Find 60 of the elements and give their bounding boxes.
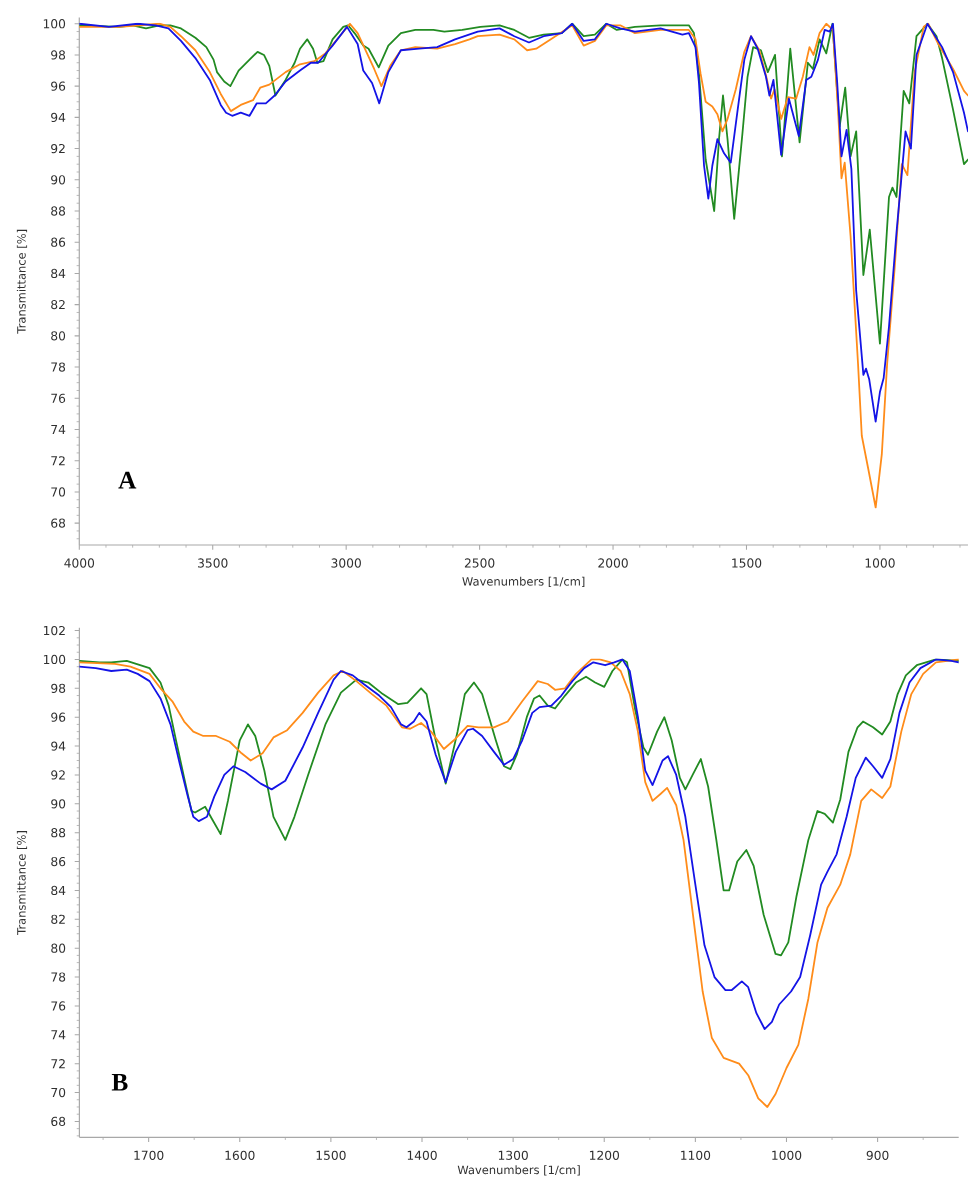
x-tick-label: 2500: [464, 558, 495, 568]
x-tick-label: 1500: [316, 1150, 346, 1160]
y-tick-label: 80: [51, 331, 66, 341]
y-tick-label: 80: [51, 943, 66, 953]
x-tick-label: 900: [866, 1150, 889, 1160]
y-tick-label: 86: [51, 237, 66, 247]
y-tick-label: 90: [51, 175, 66, 185]
x-axis-title: Wavenumbers [1/cm]: [462, 576, 585, 588]
y-axis-title: Transmittance [%]: [16, 229, 28, 334]
x-tick-label: 1000: [865, 558, 895, 568]
x-tick-label: 3000: [331, 558, 361, 568]
y-tick-label: 82: [51, 914, 65, 924]
x-tick-label: 1400: [407, 1150, 437, 1160]
x-tick-label: 2000: [598, 558, 628, 568]
y-tick-label: 100: [43, 19, 66, 29]
x-tick-label: 1200: [589, 1150, 620, 1160]
y-tick-label: 74: [51, 1030, 66, 1040]
line-series: [79, 658, 959, 1030]
y-tick-label: 78: [51, 362, 66, 372]
y-tick-label: 96: [51, 81, 66, 91]
y-tick-label: 78: [51, 972, 66, 982]
line-series: [79, 658, 959, 1108]
y-tick-label: 72: [51, 1059, 65, 1069]
y-tick-label: 92: [51, 770, 65, 780]
y-tick-label: 70: [51, 487, 66, 497]
y-tick-label: 94: [51, 741, 66, 751]
annotation: B: [111, 1073, 128, 1091]
y-tick-label: 102: [43, 625, 65, 636]
x-axis-title: Wavenumbers [1/cm]: [457, 1165, 580, 1176]
y-tick-label: 90: [51, 799, 66, 809]
x-tick-label: 4000: [64, 558, 95, 568]
y-tick-label: 76: [51, 393, 66, 403]
y-axis-title: Transmittance [%]: [16, 831, 28, 935]
y-tick-label: 98: [51, 683, 66, 693]
x-tick-label: 1300: [498, 1150, 528, 1160]
y-tick-label: 84: [51, 885, 66, 896]
y-tick-label: 84: [51, 268, 66, 279]
y-tick-label: 68: [51, 518, 66, 528]
y-tick-label: 70: [51, 1087, 66, 1098]
y-tick-label: 96: [51, 712, 66, 722]
x-tick-label: 1700: [134, 1150, 164, 1160]
x-tick-label: 1100: [681, 1150, 711, 1160]
y-tick-label: 76: [51, 1001, 66, 1011]
x-tick-label: 1500: [732, 558, 762, 568]
y-tick-label: 88: [51, 828, 66, 838]
y-tick-label: 72: [51, 456, 65, 466]
y-tick-label: 74: [51, 425, 66, 434]
line-series: [79, 22, 968, 423]
x-tick-label: 1600: [225, 1150, 255, 1160]
annotation: A: [118, 471, 137, 489]
y-tick-label: 100: [43, 654, 66, 665]
y-tick-label: 82: [51, 300, 65, 310]
x-tick-label: 3500: [198, 558, 228, 568]
y-tick-label: 94: [51, 112, 66, 122]
y-tick-label: 88: [51, 206, 66, 216]
y-tick-label: 86: [51, 856, 66, 867]
y-tick-label: 92: [51, 143, 65, 154]
y-tick-label: 98: [51, 50, 66, 60]
x-tick-label: 1000: [772, 1150, 802, 1160]
y-tick-label: 68: [51, 1116, 66, 1127]
